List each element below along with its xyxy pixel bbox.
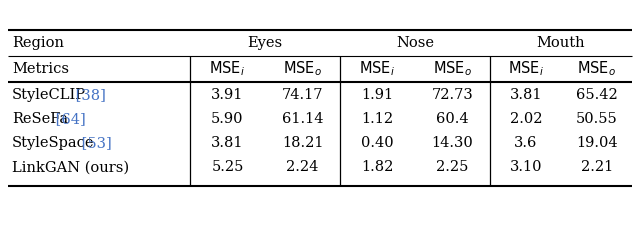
Text: 2.24: 2.24 (286, 160, 319, 174)
Text: $\mathrm{MSE}_i$: $\mathrm{MSE}_i$ (209, 60, 246, 78)
Text: 1.91: 1.91 (362, 88, 394, 102)
Text: 65.42: 65.42 (576, 88, 618, 102)
Text: 3.81: 3.81 (211, 136, 244, 150)
Text: 2.21: 2.21 (581, 160, 613, 174)
Text: 60.4: 60.4 (436, 112, 469, 126)
Text: $\mathrm{MSE}_o$: $\mathrm{MSE}_o$ (577, 60, 616, 78)
Text: ReSeFa: ReSeFa (12, 112, 68, 126)
Text: 5.90: 5.90 (211, 112, 244, 126)
Text: 14.30: 14.30 (431, 136, 474, 150)
Text: StyleSpace: StyleSpace (12, 136, 95, 150)
Text: 2.25: 2.25 (436, 160, 468, 174)
Text: [64]: [64] (51, 112, 86, 126)
Text: 72.73: 72.73 (431, 88, 474, 102)
Text: StyleCLIP: StyleCLIP (12, 88, 86, 102)
Text: 3.10: 3.10 (509, 160, 542, 174)
Text: 5.25: 5.25 (211, 160, 244, 174)
Text: [53]: [53] (77, 136, 112, 150)
Text: [38]: [38] (70, 88, 106, 102)
Text: Region: Region (12, 36, 64, 50)
Text: 3.91: 3.91 (211, 88, 244, 102)
Text: $\mathrm{MSE}_i$: $\mathrm{MSE}_i$ (508, 60, 544, 78)
Text: Metrics: Metrics (12, 62, 69, 76)
Text: 1.82: 1.82 (362, 160, 394, 174)
Text: Mouth: Mouth (537, 36, 586, 50)
Text: 3.81: 3.81 (509, 88, 542, 102)
Text: 50.55: 50.55 (576, 112, 618, 126)
Text: Eyes: Eyes (248, 36, 283, 50)
Text: $\mathrm{MSE}_o$: $\mathrm{MSE}_o$ (283, 60, 322, 78)
Text: 3.6: 3.6 (515, 136, 538, 150)
Text: LinkGAN (ours): LinkGAN (ours) (12, 160, 129, 174)
Text: $\mathrm{MSE}_o$: $\mathrm{MSE}_o$ (433, 60, 472, 78)
Text: 0.40: 0.40 (361, 136, 394, 150)
Text: 1.12: 1.12 (362, 112, 394, 126)
Text: 61.14: 61.14 (282, 112, 323, 126)
Text: 2.02: 2.02 (509, 112, 542, 126)
Text: Nose: Nose (396, 36, 434, 50)
Text: $\mathrm{MSE}_i$: $\mathrm{MSE}_i$ (360, 60, 396, 78)
Text: 74.17: 74.17 (282, 88, 323, 102)
Text: 19.04: 19.04 (576, 136, 618, 150)
Text: 18.21: 18.21 (282, 136, 323, 150)
